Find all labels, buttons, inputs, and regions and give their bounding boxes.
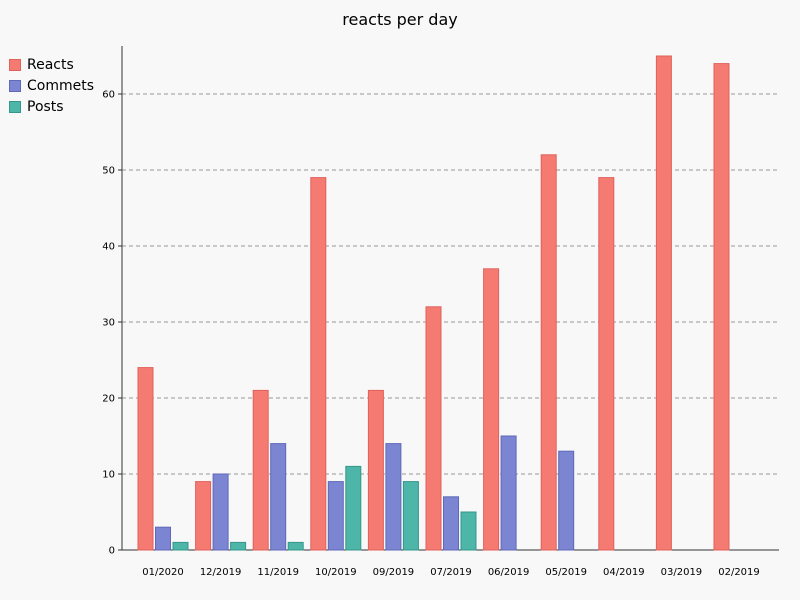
legend-label-reacts: Reacts <box>27 56 74 73</box>
legend-item-reacts[interactable]: Reacts <box>9 54 94 75</box>
bar-posts-5 <box>460 511 477 551</box>
legend: Reacts Commets Posts <box>9 54 94 117</box>
bar-reacts-5 <box>425 306 442 551</box>
bar-reacts-9 <box>655 55 672 551</box>
bar-reacts-2 <box>252 389 269 551</box>
legend-item-commets[interactable]: Commets <box>9 75 94 96</box>
x-tick-label: 07/2019 <box>430 567 472 578</box>
legend-item-posts[interactable]: Posts <box>9 96 94 117</box>
bar-posts-0 <box>172 541 189 551</box>
x-tick-label: 09/2019 <box>373 567 415 578</box>
bar-reacts-10 <box>713 63 730 551</box>
bar-commets-5 <box>443 496 459 551</box>
bar-posts-3 <box>345 465 362 551</box>
y-tick-label: 40 <box>102 242 115 253</box>
y-tick-label: 20 <box>102 394 115 405</box>
x-tick-label: 10/2019 <box>315 567 357 578</box>
bar-commets-2 <box>270 443 287 551</box>
bar-commets-7 <box>558 450 575 551</box>
y-tick-label: 0 <box>109 546 115 557</box>
legend-swatch-reacts <box>9 58 21 71</box>
y-tick-label: 30 <box>102 318 115 329</box>
bar-reacts-6 <box>483 268 500 551</box>
bar-reacts-8 <box>598 177 615 551</box>
bar-commets-4 <box>385 443 402 551</box>
legend-label-commets: Commets <box>27 77 95 94</box>
x-tick-label: 02/2019 <box>718 567 760 578</box>
bar-reacts-7 <box>540 154 557 551</box>
bar-reacts-4 <box>367 389 384 551</box>
bar-reacts-0 <box>137 367 154 551</box>
x-tick-label: 06/2019 <box>488 567 530 578</box>
x-tick-label: 04/2019 <box>603 567 645 578</box>
x-tick-label: 01/2020 <box>142 567 184 578</box>
y-tick-label: 60 <box>102 90 115 101</box>
bar-posts-1 <box>230 541 247 551</box>
x-tick-label: 05/2019 <box>545 567 587 578</box>
bar-commets-3 <box>327 481 344 551</box>
bar-posts-2 <box>287 541 304 551</box>
bar-reacts-3 <box>310 177 327 551</box>
x-tick-label: 03/2019 <box>661 567 703 578</box>
bar-commets-1 <box>212 473 229 551</box>
y-tick-label: 50 <box>102 166 115 177</box>
bar-commets-6 <box>500 435 517 551</box>
legend-swatch-posts <box>9 100 21 113</box>
x-tick-label: 11/2019 <box>257 567 299 578</box>
legend-label-posts: Posts <box>27 98 64 115</box>
bar-commets-0 <box>155 526 171 551</box>
chart-title: reacts per day <box>342 10 458 29</box>
x-tick-label: 12/2019 <box>200 567 242 578</box>
legend-swatch-commets <box>9 79 21 92</box>
bar-reacts-1 <box>195 481 212 551</box>
y-tick-label: 10 <box>102 470 115 481</box>
bar-posts-4 <box>402 481 419 551</box>
